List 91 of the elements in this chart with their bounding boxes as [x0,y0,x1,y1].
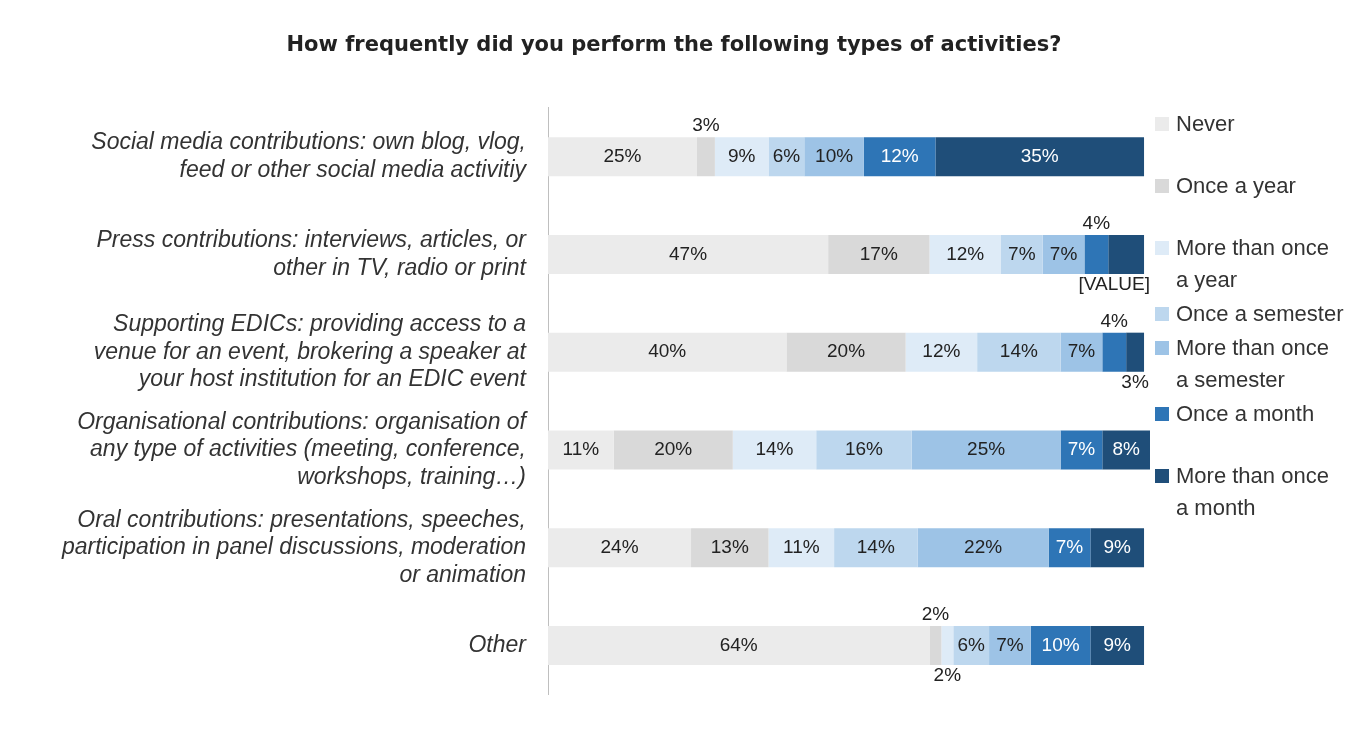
data-label: 10% [1041,633,1080,655]
data-label: 20% [827,340,866,362]
legend-label: More than once a year [1176,234,1330,294]
bar [548,625,930,666]
data-label: 2% [933,664,962,686]
y-tick-label: Oral contributions: presentations, speeches, participation in panel discussions, moderation or animation [60,505,526,587]
bar [816,430,912,470]
legend-label: Once a year [1176,172,1296,200]
bar [548,332,787,372]
data-label: 11% [562,438,600,460]
data-label: 13% [710,535,749,557]
data-label: 47% [669,242,708,264]
data-label: 4% [1100,309,1129,331]
data-label: 7% [1067,438,1096,460]
bar [1090,528,1145,568]
y-tick-label: Organisational contributions: organisation of any type of activities (meeting, conference, workshops, training…) [77,407,529,489]
bar [786,332,906,372]
bar [911,430,1061,470]
bar [929,625,942,666]
bar [989,625,1031,666]
bar [905,332,978,372]
data-label: 7% [1067,340,1096,362]
bar [1000,234,1043,274]
data-label: 40% [648,340,687,362]
data-label: 16% [844,438,884,460]
data-label: 14% [856,535,895,557]
y-tick-label: Supporting EDICs: providing access to a venue for an event, brokering a speaker at your host institution for an EDIC event [93,310,528,392]
data-label: 7% [996,633,1024,655]
bar [977,332,1061,372]
data-label: 14% [755,438,794,460]
data-label: 7% [1008,242,1036,264]
bar [828,234,930,274]
data-label: 17% [859,242,898,264]
legend-label: More than once a month [1176,462,1330,522]
bar [732,430,817,470]
bar [941,625,954,666]
legend-label: Never [1176,110,1235,138]
data-label: 25% [603,144,642,166]
data-label: 2% [921,603,950,625]
bar [1108,234,1145,274]
bar [1126,332,1145,372]
data-label: 64% [719,633,758,655]
data-label: 6% [772,144,801,166]
bar [863,137,936,177]
y-tick-label: Press contributions: interviews, articles, or other in TV, radio or print [96,226,528,280]
data-label: 4% [1082,212,1111,234]
data-label: 9% [727,144,756,166]
data-label: 3% [1121,371,1149,392]
bar [1102,430,1150,470]
data-label: 22% [964,535,1003,557]
data-label: 3% [692,114,720,136]
bar [1084,234,1109,274]
data-label: 6% [957,633,986,655]
data-label: 14% [999,340,1038,362]
bar [548,137,698,177]
legend-label: Once a semester [1176,300,1344,328]
bar [1102,332,1127,372]
bar [768,528,835,568]
data-label: 12% [946,242,985,264]
legend-label: Once a month [1176,400,1315,428]
data-label: 11% [783,535,820,557]
bar [548,430,614,470]
bar [834,528,918,568]
y-tick-label: Social media contributions: own blog, vlog, feed or other social media activitiy [91,128,528,182]
bar [714,137,769,177]
bar [929,234,1001,274]
bar [613,430,733,470]
data-label: 12% [880,144,919,166]
data-label: 9% [1103,633,1132,655]
data-label: 9% [1103,535,1132,557]
data-label: 20% [654,438,693,460]
data-label: 24% [600,535,639,557]
data-label: 7% [1049,242,1078,264]
legend-label: More than once a semester [1176,334,1330,394]
data-label: 25% [967,438,1006,460]
data-label: [VALUE] [1078,273,1151,295]
data-label: 35% [1020,144,1059,166]
bar [1090,625,1145,666]
bar [548,234,829,274]
data-label: 8% [1112,438,1140,460]
bar [1060,430,1103,470]
data-label: 7% [1055,535,1084,557]
chart-title: How frequently did you perform the following types of activities? [285,32,1063,56]
data-label: 10% [815,144,854,166]
y-tick-label: Other [468,630,528,657]
data-label: 12% [922,340,961,362]
bar [935,137,1145,177]
bar [548,528,692,568]
bar [917,528,1049,568]
bar [697,137,715,177]
bar [691,528,769,568]
